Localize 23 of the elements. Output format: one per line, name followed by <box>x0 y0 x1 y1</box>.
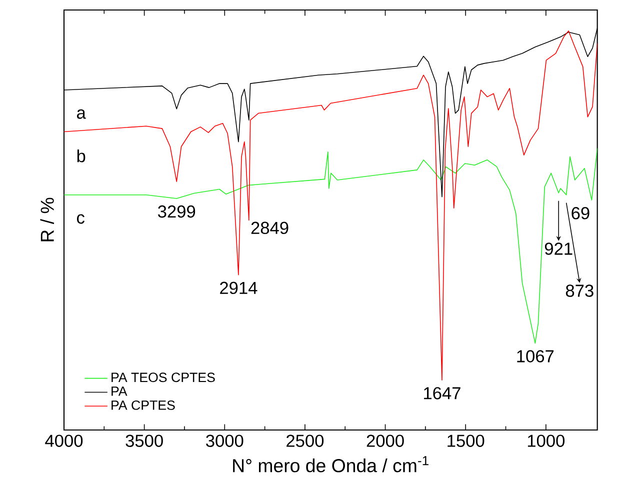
x-tick-label: 1000 <box>528 434 565 447</box>
annotation: 3299 <box>158 205 196 218</box>
x-tick-label: 2500 <box>286 434 324 447</box>
legend-label: PA TEOS CPTES <box>112 372 215 382</box>
x-tick-label: 3500 <box>126 434 163 447</box>
annotation: a <box>77 109 86 119</box>
x-tick-label: 3000 <box>206 434 244 447</box>
annotation: 1067 <box>517 350 554 362</box>
annotation: 1647 <box>424 387 460 400</box>
annotation: 69 <box>572 207 590 220</box>
annotation: c <box>77 214 84 224</box>
x-tick-label: 1500 <box>448 434 484 447</box>
annotation: 921 <box>544 242 572 255</box>
legend-label: PA <box>112 386 128 396</box>
y-axis-title: R / % <box>40 198 54 242</box>
annotation: 2849 <box>251 222 288 234</box>
annotation: b <box>77 150 86 162</box>
legend-label: PA CPTES <box>112 400 175 410</box>
annotation: 2914 <box>220 282 258 294</box>
x-tick-label: 4000 <box>45 434 83 447</box>
annotation: 873 <box>566 284 594 297</box>
x-tick-label: 2000 <box>366 434 404 447</box>
x-axis-title: N° mero de Onda / cm$^{-1}$ <box>233 456 428 472</box>
